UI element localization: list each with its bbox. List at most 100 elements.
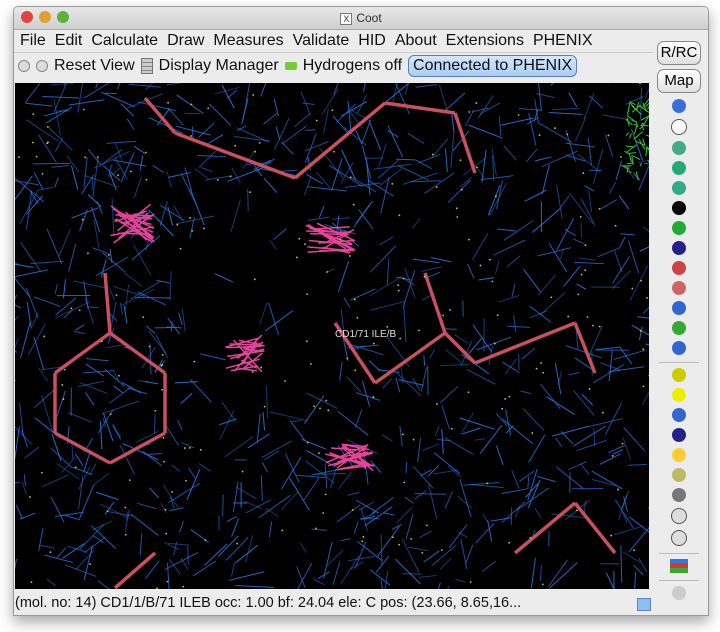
rotamer-icon[interactable] [672,261,686,275]
model-mark [43,335,46,338]
menu-hid[interactable]: HID [358,32,386,49]
backrub-icon[interactable] [672,341,686,355]
model-mark [234,144,237,147]
model-mark [55,511,84,518]
model-mark [137,291,166,306]
minimize-button[interactable] [39,11,51,23]
real-space-refine-icon[interactable] [672,161,686,175]
model-mark [339,361,343,381]
model-mark [397,284,400,287]
model-mark [627,463,648,466]
map-button[interactable]: Map [657,69,701,93]
model-mark [192,560,217,577]
model-mark [15,481,20,484]
model-mark [530,557,536,589]
model-mark [79,523,105,550]
add-alt-conf-icon[interactable] [672,448,686,462]
model-mark [298,237,301,240]
model-mark [226,89,238,99]
model-mark [56,547,67,559]
next-icon[interactable] [36,60,48,72]
stamp-icon[interactable] [672,468,686,482]
close-button[interactable] [21,11,33,23]
model-mark [405,462,408,473]
flag-icon[interactable] [670,559,688,573]
rrc-button[interactable]: R/RC [657,41,701,65]
model-mark [15,337,19,349]
flip-peptide-icon[interactable] [672,301,686,315]
molecule-view[interactable] [15,83,649,589]
model-mark [638,326,643,341]
rigid-body-icon[interactable] [672,221,686,235]
menu-draw[interactable]: Draw [167,32,205,49]
pointer-atom-icon[interactable] [672,368,686,382]
menu-measures[interactable]: Measures [213,32,284,49]
model-mark [363,453,369,485]
zoom-button[interactable] [57,11,69,23]
model-mark [642,226,649,233]
edit-chi-icon[interactable] [672,241,686,255]
model-mark [251,371,254,373]
model-mark [304,133,317,164]
model-mark [504,398,507,400]
menu-validate[interactable]: Validate [292,32,350,49]
side-chain-icon[interactable] [672,321,686,335]
menu-about[interactable]: About [394,32,437,49]
model-mark [404,83,410,95]
prev-icon[interactable] [18,60,30,72]
model-mark [31,312,39,328]
model-mark [468,338,482,354]
clock-icon[interactable] [671,119,687,135]
model-mark [113,385,124,394]
model-mark [133,244,152,276]
model-mark [493,342,496,345]
model-mark [642,138,646,146]
model-mark [126,118,135,130]
model-mark [568,192,594,225]
model-mark [341,101,368,117]
model-mark [370,569,391,586]
torsion-icon[interactable] [672,281,686,295]
regularize-icon[interactable] [672,181,686,195]
menu-calculate[interactable]: Calculate [91,32,159,49]
model-mark [173,205,182,219]
play-icon[interactable] [672,586,686,600]
graphics-canvas[interactable]: CD1/71 ILE/B [15,83,649,589]
menu-edit[interactable]: Edit [54,32,83,49]
model-mark [440,549,443,551]
model-mark [235,544,258,564]
model-mark [498,294,520,303]
delete-icon[interactable] [672,488,686,502]
menu-phenix[interactable]: PHENIX [532,32,593,49]
radioactive-icon[interactable] [672,388,686,402]
model-mark [125,512,129,533]
model-mark [586,325,603,360]
menu-extensions[interactable]: Extensions [445,32,524,49]
model-mark [565,499,591,520]
hydrogens-button[interactable]: Hydrogens off [302,57,403,74]
model-mark [319,407,321,410]
display-manager-button[interactable]: Display Manager [158,57,279,74]
model-mark [83,157,88,187]
model-mark [459,176,472,188]
arrow-icon[interactable] [672,201,686,215]
model-mark [84,175,120,188]
model-mark [239,367,257,372]
undo-icon[interactable] [671,508,687,524]
model-mark [264,450,280,461]
model-mark [493,239,526,256]
redo-icon[interactable] [671,530,687,546]
model-mark [605,572,615,589]
connected-to-phenix-button[interactable]: Connected to PHENIX [408,55,578,77]
model-mark [629,516,649,533]
sphere-icon[interactable] [672,99,686,113]
model-mark [625,145,634,148]
model-mark [302,102,315,106]
anchor-icon[interactable] [672,141,686,155]
model-mark [481,560,497,572]
add-terminal-icon[interactable] [672,428,686,442]
model-mark [101,340,103,343]
reset-view-button[interactable]: Reset View [54,57,135,74]
add-atom-icon[interactable] [672,408,686,422]
menu-file[interactable]: File [20,32,46,49]
